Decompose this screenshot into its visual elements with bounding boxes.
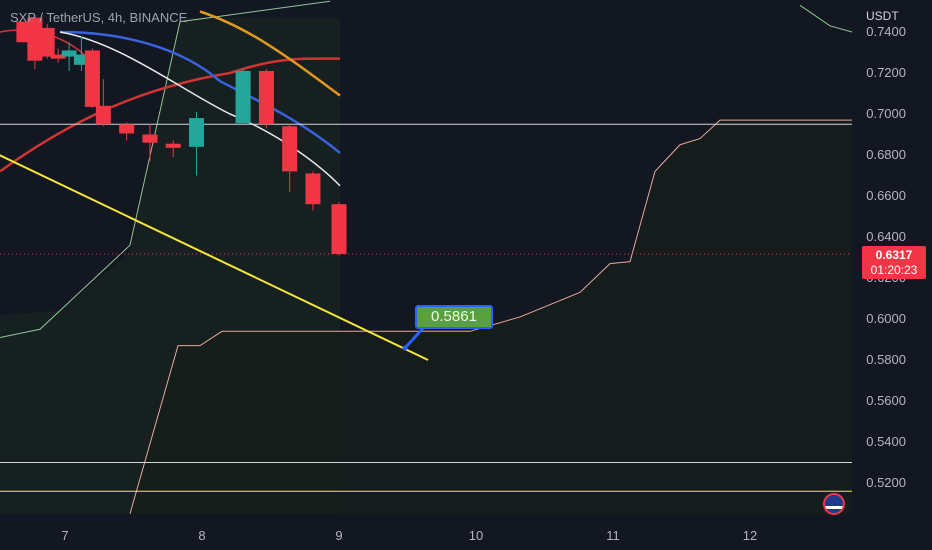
candle-body <box>305 173 321 205</box>
candle-5 <box>73 36 89 71</box>
x-tick-label-2: 9 <box>335 528 342 543</box>
y-tick-label-1: 0.7200 <box>866 65 906 80</box>
time-axis-pane <box>0 520 932 550</box>
callout-pointer <box>403 324 427 350</box>
y-tick-label-0: 0.7400 <box>866 24 906 39</box>
y-tick-label-3: 0.6800 <box>866 147 906 162</box>
candle-body <box>235 70 251 124</box>
us-flag-icon[interactable] <box>823 493 845 515</box>
y-tick-label-11: 0.5200 <box>866 475 906 490</box>
cloud-upper-line-right <box>799 4 853 33</box>
y-tick-label-4: 0.6600 <box>866 188 906 203</box>
x-tick-label-5: 12 <box>743 528 757 543</box>
candle-4 <box>61 42 77 71</box>
candle-9 <box>142 124 158 162</box>
candle-body <box>258 70 274 125</box>
y-tick-label-9: 0.5600 <box>866 393 906 408</box>
candle-8 <box>119 122 135 141</box>
candle-body <box>282 126 298 172</box>
candle-1 <box>27 15 43 69</box>
ma-orange-line <box>199 10 341 97</box>
candle-3 <box>50 48 66 63</box>
candle-6 <box>84 48 100 108</box>
current-price: 0.6317 <box>875 248 913 262</box>
candle-11 <box>189 111 205 176</box>
indicator-layer <box>0 0 853 514</box>
candle-13 <box>258 68 274 129</box>
bar-countdown: 01:20:23 <box>870 263 918 277</box>
x-tick-label-1: 8 <box>198 528 205 543</box>
candle-2 <box>39 23 55 59</box>
y-tick-label-2: 0.7000 <box>866 106 906 121</box>
candle-body <box>119 124 135 134</box>
y-tick-label-8: 0.5800 <box>866 352 906 367</box>
ma-red-line <box>0 57 341 173</box>
trendline <box>0 154 429 361</box>
candle-body <box>27 17 43 61</box>
candle-body <box>331 204 347 255</box>
cloud-fill-right <box>130 120 852 514</box>
candle-body <box>189 118 205 147</box>
callout-anchor-dot <box>402 345 408 351</box>
symbol-title: SXP / TetherUS, 4h, BINANCE <box>10 10 188 25</box>
candle-body <box>84 50 100 107</box>
y-tick-label-5: 0.6400 <box>866 229 906 244</box>
candle-body <box>73 54 89 65</box>
currency-label: USDT <box>866 9 899 23</box>
current-price-badge: 0.6317 01:20:23 <box>862 246 926 279</box>
candle-12 <box>235 68 251 125</box>
candle-16 <box>331 202 347 256</box>
candle-body <box>95 105 111 125</box>
ma-white-line <box>59 31 341 187</box>
candle-body <box>50 54 66 59</box>
y-tick-label-7: 0.6000 <box>866 311 906 326</box>
y-tick-label-10: 0.5400 <box>866 434 906 449</box>
candle-body <box>165 143 181 148</box>
cloud-lower-line <box>129 119 852 514</box>
candle-10 <box>165 140 181 158</box>
candle-15 <box>305 171 321 211</box>
candle-body <box>61 50 77 57</box>
price-callout[interactable]: 0.5861 <box>415 305 493 329</box>
candle-7 <box>95 79 111 127</box>
x-tick-label-4: 11 <box>606 528 620 543</box>
cloud-upper-line <box>0 0 331 338</box>
x-tick-label-3: 10 <box>469 528 483 543</box>
candle-body <box>39 27 55 57</box>
candle-14 <box>282 124 298 192</box>
x-tick-label-0: 7 <box>61 528 68 543</box>
candle-body <box>142 134 158 143</box>
